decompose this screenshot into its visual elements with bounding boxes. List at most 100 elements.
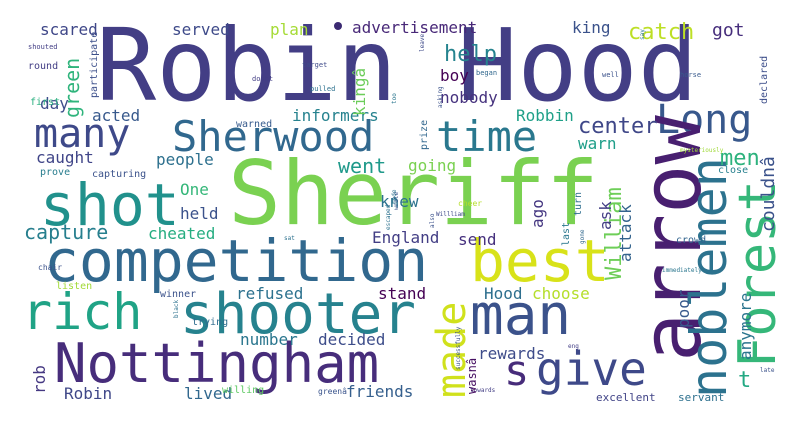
word-leave: leave (419, 33, 426, 52)
word-knew: knew (380, 192, 419, 211)
word-greena: greenâ (318, 387, 347, 396)
word-capturing: capturing (92, 169, 147, 180)
word-robin-hood: Robin Hood (96, 7, 699, 124)
word-black: black (173, 299, 180, 318)
word-nottingham: Nottingham (54, 332, 380, 395)
word-mysteriously: mysteriously (680, 147, 724, 154)
word-shouted: shouted (28, 43, 58, 51)
word-refused: refused (236, 284, 304, 303)
word-t: t (738, 368, 752, 393)
word-too: too (391, 93, 398, 104)
word-competition: competition (44, 227, 429, 295)
word-horse: horse (680, 71, 702, 79)
word-kinga: kingâ (350, 67, 369, 116)
word-center: center (578, 114, 658, 139)
word-send: send (458, 230, 497, 249)
word-escaped: escaped (385, 204, 392, 230)
word-eng: eng (568, 343, 579, 350)
word-asking: asking (437, 86, 444, 108)
word-noblemen: noblemen (680, 157, 738, 398)
word-late: late (760, 367, 775, 374)
word-one: One (180, 180, 209, 199)
word-towards: towards (470, 387, 496, 394)
word-help: help (444, 42, 497, 67)
word-doubt: doubt (252, 75, 274, 83)
word-informers: informers (292, 106, 379, 125)
word-going: going (408, 156, 457, 175)
word-cheer: cheer (458, 199, 483, 208)
word-nobody: nobody (440, 88, 498, 107)
word-began: began (476, 69, 498, 77)
word-lived: lived (184, 384, 233, 403)
word-green: green (60, 57, 84, 118)
word-willing: willing (222, 385, 265, 396)
word-advertisement: advertisement (352, 18, 478, 37)
word-chair: chair (38, 263, 63, 272)
word-well: well (602, 71, 619, 79)
word-caught: caught (36, 148, 94, 167)
word-capture: capture (24, 220, 109, 244)
word-also: also (429, 213, 436, 228)
word-number: number (240, 330, 298, 349)
word-went: went (338, 154, 387, 178)
word-plan: plan (270, 20, 309, 39)
word-participate: participate (89, 31, 100, 98)
word-immediately: immediately (662, 267, 702, 274)
word-scared: scared (40, 20, 98, 39)
word-listen: listen (56, 281, 93, 292)
word-wasna: wasnâ (465, 357, 479, 394)
word-day: day (40, 94, 69, 113)
word-stand: stand (378, 284, 427, 303)
word-boy: boy (440, 66, 469, 85)
word-served: served (172, 20, 230, 39)
word-england: England (372, 228, 440, 247)
word-turn: turn (573, 191, 584, 216)
word-many: Long (656, 97, 753, 143)
word-friends: friends (346, 382, 414, 401)
word-man: man (470, 283, 572, 348)
word-say: say (639, 29, 646, 40)
word-robbin: Robbin (516, 106, 574, 125)
word-willliam: Willliam (436, 211, 465, 218)
word-catch: catch (628, 20, 695, 45)
word-rob: rob (30, 365, 49, 394)
word-successfully: successfully (455, 326, 462, 370)
word-last: last (561, 221, 572, 246)
word-sat: sat (284, 235, 295, 242)
word-acted: acted (92, 106, 141, 125)
word-got: got (712, 20, 745, 41)
dot-mark (334, 22, 342, 30)
word-couldna: couldnâ (758, 156, 779, 232)
word-trying: trying (192, 317, 229, 328)
word-close: close (718, 165, 749, 176)
word-prize: prize (419, 119, 430, 150)
word-warn: warn (578, 134, 617, 153)
word-sheriff: Sheriff (228, 142, 599, 245)
word-choose: choose (532, 284, 590, 303)
word-first: first (30, 97, 61, 108)
word-rewards: rewards (478, 344, 546, 363)
word-warned: warned (236, 119, 273, 130)
word-ask: ask (596, 201, 615, 230)
word-ago: ago (528, 199, 547, 228)
word-shot: shot (40, 171, 180, 239)
word-round: round (28, 61, 59, 72)
word-people: people (156, 150, 214, 169)
word-held: held (180, 204, 219, 223)
word-time: time (436, 112, 538, 161)
word-robin: Robin (64, 384, 113, 403)
word-rich: rich (22, 283, 143, 341)
word-prove: prove (40, 167, 71, 178)
word-excellent: excellent (596, 391, 656, 404)
word-decided: decided (318, 330, 386, 349)
word-hood: Hood (484, 284, 523, 303)
word-attack: attack (616, 204, 635, 262)
word-declared: declared (759, 55, 770, 104)
word-sherwood: Sherwood (172, 112, 375, 161)
word-cheated: cheated (148, 224, 216, 243)
word-king: king (572, 18, 611, 37)
word-gone: gone (579, 229, 586, 244)
word-shooter: shooter (180, 282, 417, 347)
word-men: men (720, 146, 760, 171)
